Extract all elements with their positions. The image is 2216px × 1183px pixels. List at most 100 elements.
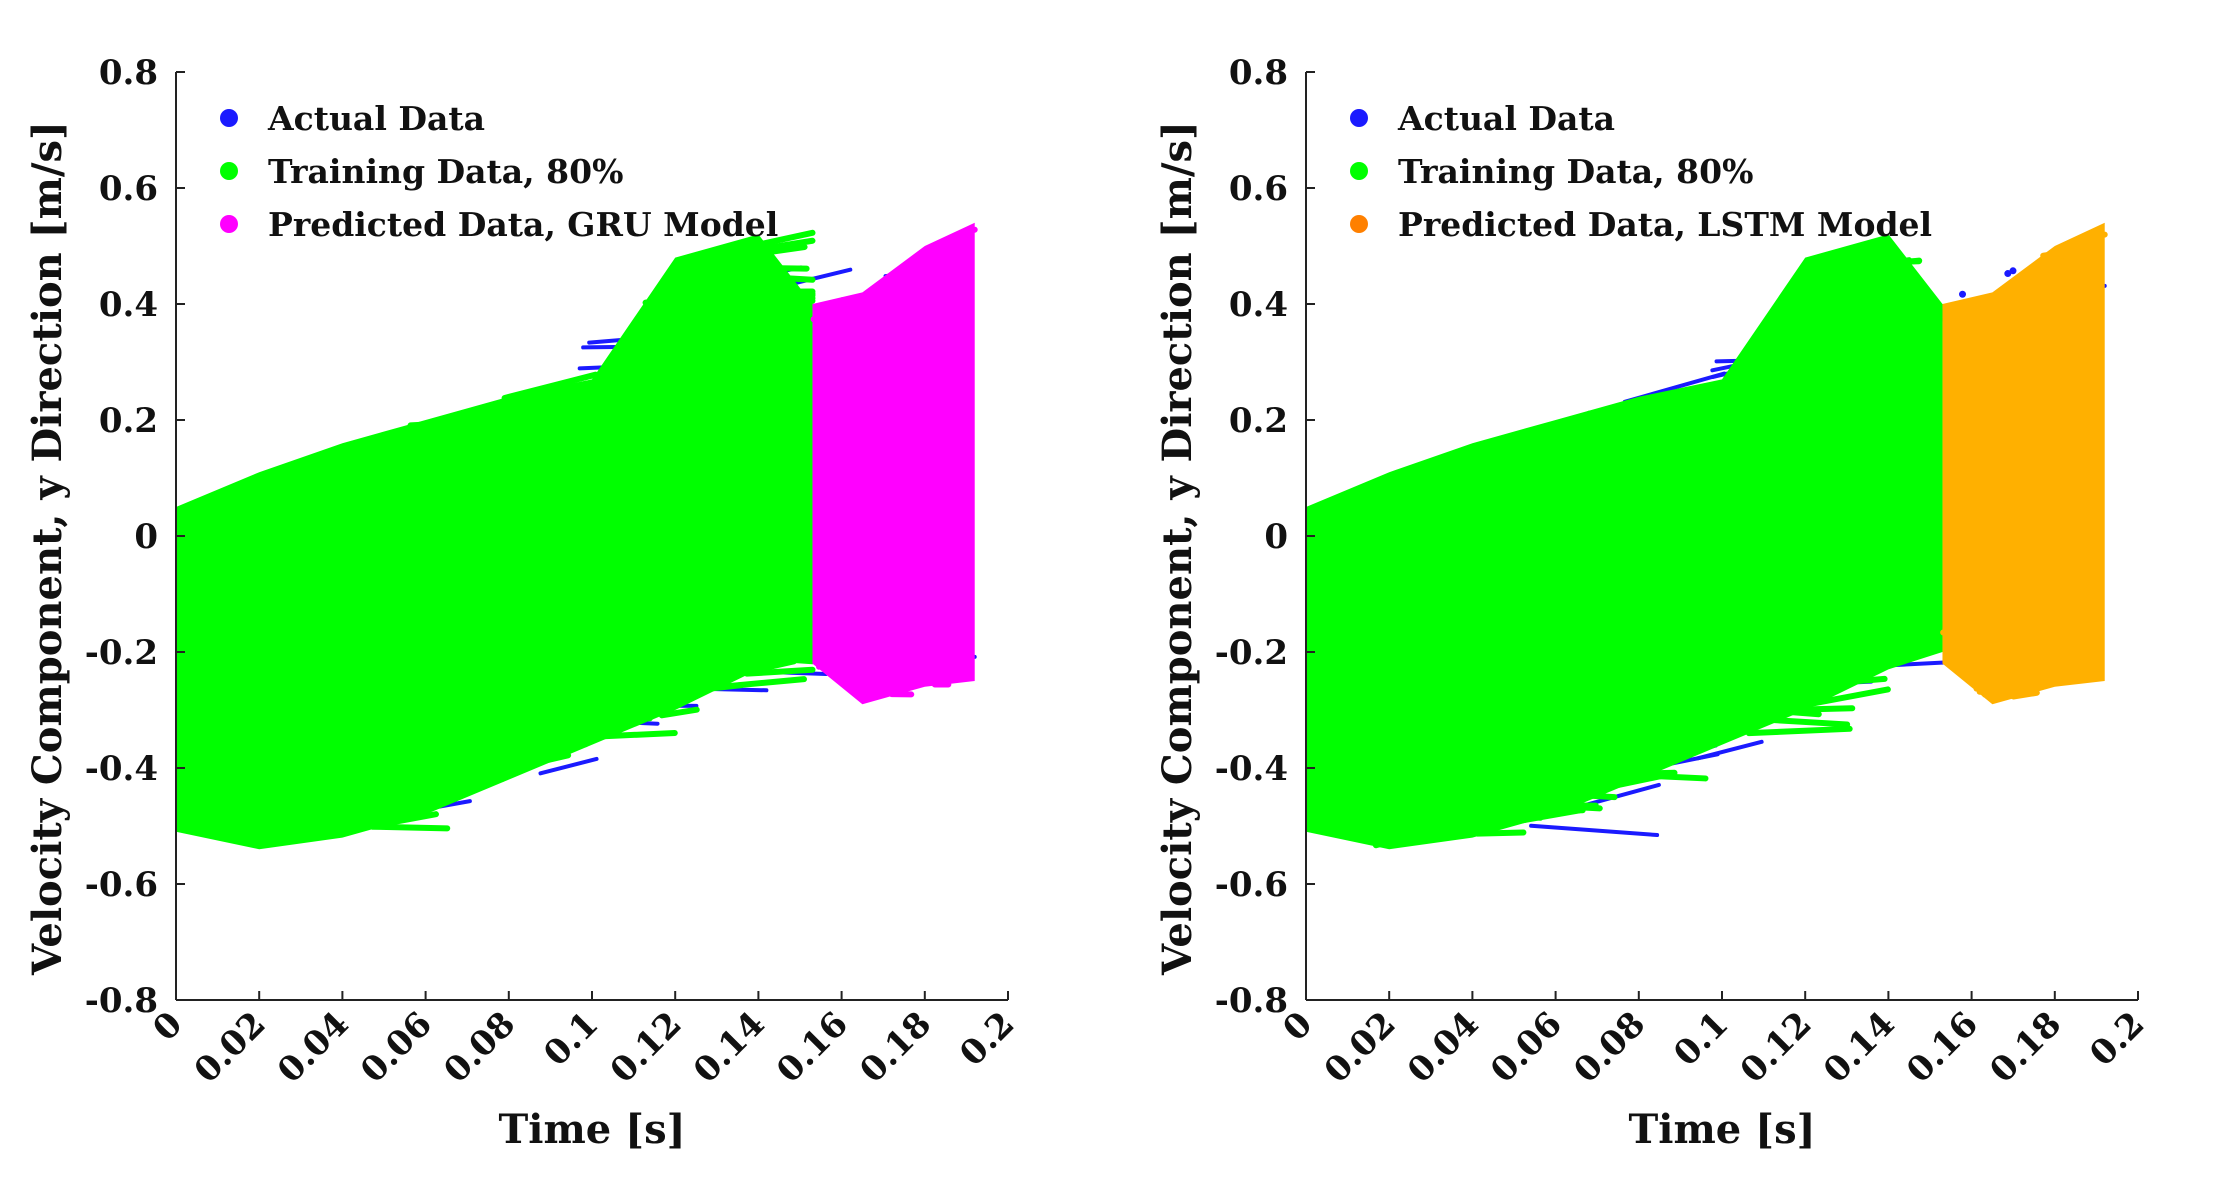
series-streak: [1578, 768, 1606, 770]
series-streak: [914, 670, 922, 671]
series-streak: [343, 452, 405, 453]
legend-marker: [1350, 162, 1368, 180]
y-axis-title: Velocity Component, y Direction [m/s]: [1154, 121, 1201, 976]
x-tick-label: 0.12: [603, 1004, 690, 1091]
series-predicted-data-gru-model: [812, 223, 974, 704]
series-streak: [1589, 414, 1645, 417]
plot-area: [176, 223, 975, 849]
series-streak: [411, 421, 484, 425]
series-streak: [1961, 657, 1986, 660]
y-tick-label: 0.6: [1229, 169, 1288, 209]
y-tick-label: 0.4: [99, 285, 158, 325]
legend-label: Training Data, 80%: [1398, 152, 1753, 191]
series-streak: [372, 827, 447, 829]
actual-data-point: [2009, 267, 2016, 274]
x-tick-label: 0.18: [1982, 1004, 2069, 1091]
series-streak: [2044, 265, 2059, 269]
series-streak: [1326, 509, 1395, 511]
legend-marker: [220, 162, 238, 180]
series-predicted-data-lstm-model: [1942, 223, 2104, 704]
y-tick-label: -0.8: [1215, 981, 1288, 1021]
x-tick-label: 0.14: [686, 1004, 773, 1091]
series-streak: [366, 807, 398, 811]
series-streak: [828, 641, 842, 643]
series-streak: [1560, 446, 1591, 447]
x-tick-label: 0.02: [187, 1004, 274, 1091]
x-tick-label: 0.08: [436, 1004, 523, 1091]
series-streak: [598, 733, 675, 736]
series-streak: [1992, 303, 2010, 304]
y-tick-label: -0.8: [85, 981, 158, 1021]
series-streak: [1389, 506, 1445, 508]
series-streak: [1762, 719, 1847, 724]
series-streak: [1485, 473, 1567, 474]
actual-data-point: [1959, 291, 1966, 298]
x-tick-label: 0.14: [1816, 1004, 1903, 1091]
y-tick-label: -0.4: [85, 749, 158, 789]
series-training-data-80: [176, 233, 812, 849]
series-streak: [1386, 473, 1456, 477]
plot-area: [1306, 223, 2105, 849]
legend-marker: [1350, 109, 1368, 127]
series-streak: [2043, 254, 2052, 255]
x-tick-label: 0.06: [1483, 1004, 1570, 1091]
series-streak: [1749, 729, 1850, 733]
legend-label: Actual Data: [267, 99, 485, 138]
series-streak: [1321, 529, 1389, 530]
series-streak: [2013, 693, 2036, 697]
series-streak: [869, 680, 889, 681]
y-tick-label: 0: [134, 517, 158, 557]
x-tick-label: 0.12: [1733, 1004, 1820, 1091]
series-envelope-2: [1942, 223, 2104, 704]
x-tick-label: 0.16: [769, 1004, 856, 1091]
series-streak: [1973, 303, 1982, 305]
x-tick-label: 0.16: [1899, 1004, 1986, 1091]
series-streak: [747, 670, 813, 674]
series-streak: [614, 717, 650, 718]
series-streak: [1954, 320, 1974, 323]
y-tick-label: -0.6: [85, 865, 158, 905]
legend-label: Predicted Data, GRU Model: [268, 205, 778, 244]
x-tick-label: 0.02: [1317, 1004, 1404, 1091]
series-streak: [882, 287, 890, 288]
x-tick-label: 0.04: [270, 1004, 357, 1091]
y-tick-label: -0.2: [85, 633, 158, 673]
series-envelope-2: [812, 223, 974, 704]
y-tick-label: 0.6: [99, 169, 158, 209]
series-streak: [1486, 798, 1587, 800]
y-tick-label: -0.2: [1215, 633, 1288, 673]
x-tick-label: 0.1: [536, 1004, 606, 1074]
series-streak: [532, 425, 621, 429]
legend-label: Actual Data: [1397, 99, 1615, 138]
legend: Actual Data Training Data, 80% Predicted D…: [1350, 99, 1932, 244]
series-streak: [861, 317, 869, 318]
series-streak: [1477, 832, 1523, 833]
series-streak: [1531, 826, 1657, 835]
series-streak: [914, 280, 938, 281]
series-streak: [1631, 773, 1675, 774]
series-streak: [778, 278, 812, 280]
y-tick-label: 0: [1264, 517, 1288, 557]
x-tick-label: 0.06: [353, 1004, 440, 1091]
series-streak: [796, 298, 813, 300]
chart-2: 0.80.60.40.20-0.2-0.4-0.6-0.800.020.040.…: [1154, 53, 2152, 1153]
x-tick-label: 0.04: [1400, 1004, 1487, 1091]
series-streak: [198, 810, 241, 812]
legend-marker: [1350, 215, 1368, 233]
series-streak: [694, 267, 748, 268]
series-streak: [814, 319, 825, 320]
series-streak: [2066, 255, 2074, 257]
series-envelope-1: [176, 234, 812, 849]
series-streak: [2036, 661, 2059, 664]
legend-label: Predicted Data, LSTM Model: [1398, 205, 1932, 244]
series-streak: [832, 304, 844, 307]
series-streak: [1765, 343, 1850, 344]
y-tick-label: 0.8: [1229, 53, 1288, 93]
series-streak: [1832, 679, 1884, 683]
x-axis-title: Time [s]: [1628, 1106, 1815, 1153]
series-streak: [359, 456, 404, 458]
series-streak: [1955, 334, 1966, 336]
x-tick-label: 0.1: [1666, 1004, 1736, 1074]
x-tick-label: 0.2: [952, 1004, 1022, 1074]
